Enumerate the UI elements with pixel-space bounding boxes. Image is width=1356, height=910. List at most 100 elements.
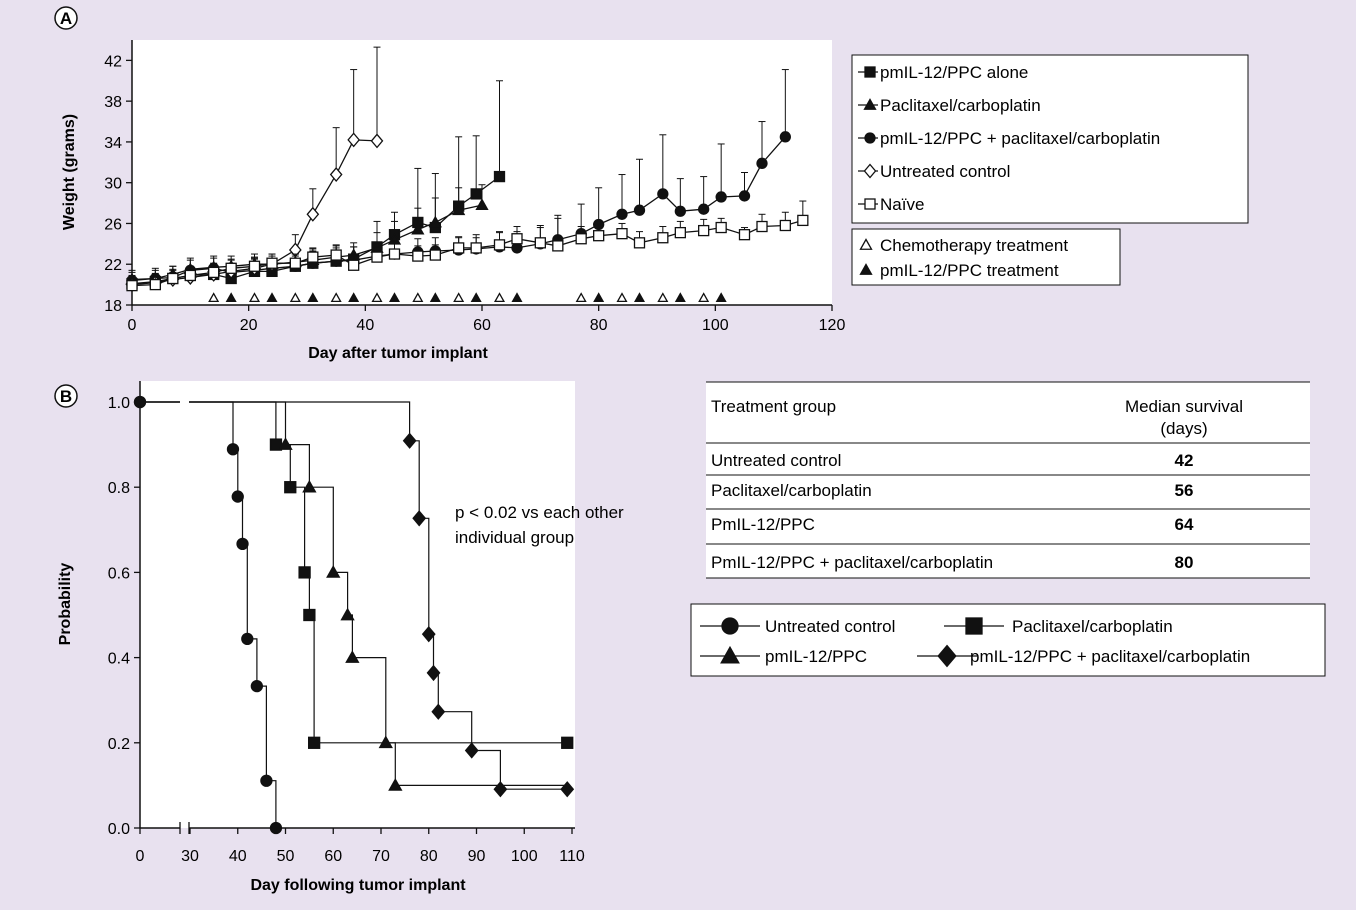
panel-b-legend: Untreated control Paclitaxel/carboplatin p… [690,603,1326,677]
survival-step-line [140,401,568,787]
pmil12-treatment-marker [429,292,441,303]
data-point [657,188,669,200]
survival-point [493,781,508,798]
pmil12-treatment-marker [633,292,646,303]
panel-b-x-tick-label: 60 [324,848,342,865]
data-point [470,242,482,254]
data-point [208,266,220,279]
treatment-legend-label: Chemotherapy treatment [880,236,1068,255]
table-row-1-group: Untreated control [711,451,841,470]
data-point [428,215,442,228]
legend-label: Naïve [880,195,924,214]
legend-item-paclitaxel-carboplatin: Paclitaxel/carboplatin [944,617,1173,636]
data-point [779,219,791,232]
survival-point [412,510,427,527]
survival-point [561,736,574,749]
panel-b-x-tick-label: 80 [420,848,438,865]
legend-marker [864,66,876,78]
survival-start-point [133,395,147,409]
legend-label: pmIL-12/PPC + paclitaxel/carboplatin [880,129,1160,148]
data-point [715,191,727,203]
survival-point [378,735,393,749]
panel-a-y-tick-label: 34 [104,135,122,152]
legend-item-paclitaxel-carboplatin: Paclitaxel/carboplatin [858,96,1041,115]
legend-item-pmil-12-ppc: pmIL-12/PPC [700,645,867,666]
survival-pmil-12-ppc-paclitaxel-carboplatin [140,401,575,798]
survival-point [307,736,321,749]
panel-a-y-tick-label: 30 [104,176,122,193]
panel-a-plot-area [132,40,832,305]
survival-point [303,608,316,622]
pmil12-treatment-marker [266,292,278,303]
data-point [633,204,646,216]
legend-marker [863,98,877,110]
data-point [371,251,383,263]
legend-marker [864,132,876,144]
legend-item-untreated-control: Untreated control [700,617,895,636]
data-point [633,237,646,249]
data-point [475,198,489,211]
survival-point [298,566,311,579]
data-point [657,232,669,244]
survival-point [421,626,436,643]
panel-a-y-tick-label: 22 [104,257,122,274]
panel-b-y-tick-label: 1.0 [108,395,130,412]
survival-point [340,607,355,621]
pmil12-treatment-marker [511,292,523,303]
survival-point [236,537,249,551]
data-point [470,188,482,200]
panel-b-badge [54,384,78,408]
panel-b-ylabel: Probability [57,563,74,646]
data-point [493,170,506,183]
legend-marker [720,645,740,664]
data-point [149,278,161,291]
panel-b-legend-box [690,603,1326,677]
table-row-2-median: 56 [1175,481,1194,500]
data-point [593,230,605,242]
survival-point [345,650,360,663]
survival-point [431,703,446,720]
panel-b-xlabel: Day following tumor implant [250,877,466,894]
data-point [797,214,809,227]
pmil12-treatment-marker [307,292,319,303]
data-point [266,257,278,269]
legend-label: pmIL-12/PPC [765,647,867,666]
panel-b-y-tick-label: 0.8 [108,480,130,497]
chemotherapy-treatment-marker [453,292,465,303]
data-point [329,167,343,183]
treatment-legend-item-pmil-12-ppc-treatment: pmIL-12/PPC treatment [859,261,1059,280]
data-point [756,220,768,233]
survival-point [250,679,264,693]
survival-point [464,742,479,759]
legend-marker [864,198,876,210]
survival-pmil-12-ppc [140,401,568,791]
survival-point [278,437,293,450]
data-point [330,249,342,261]
data-point [126,279,138,292]
panel-b-y-tick-label: 0.2 [108,736,130,753]
panel-b-x-tick-label: 100 [511,848,538,865]
chemotherapy-treatment-marker [330,292,342,303]
legend-label: pmIL-12/PPC + paclitaxel/carboplatin [970,647,1250,666]
data-point [674,226,686,239]
survival-point [388,778,403,791]
panel-a: A 0 20 40 60 80 100 120 18 22 26 30 34 38 42 Day afte… [54,6,1249,362]
table-header-group: Treatment group [711,397,836,416]
data-point [511,233,523,245]
legend-marker [965,617,983,635]
panel-a-treatment-markers [208,292,727,303]
data-point [779,131,791,143]
data-point [715,221,727,234]
panel-b-series [133,395,575,835]
data-point [225,262,237,274]
data-point [756,157,768,169]
survival-point [284,481,297,494]
survival-point [426,664,441,682]
survival-point [302,479,317,493]
legend-item-pmil-12-ppc-paclitaxel-carboplatin: pmIL-12/PPC + paclitaxel/carboplatin [858,129,1160,148]
panel-a-x-tick-label: 20 [240,317,258,334]
survival-table-bg [706,382,1310,578]
survival-point [326,565,341,578]
panel-a-xlabel: Day after tumor implant [308,345,488,362]
chemotherapy-treatment-marker [575,292,587,303]
